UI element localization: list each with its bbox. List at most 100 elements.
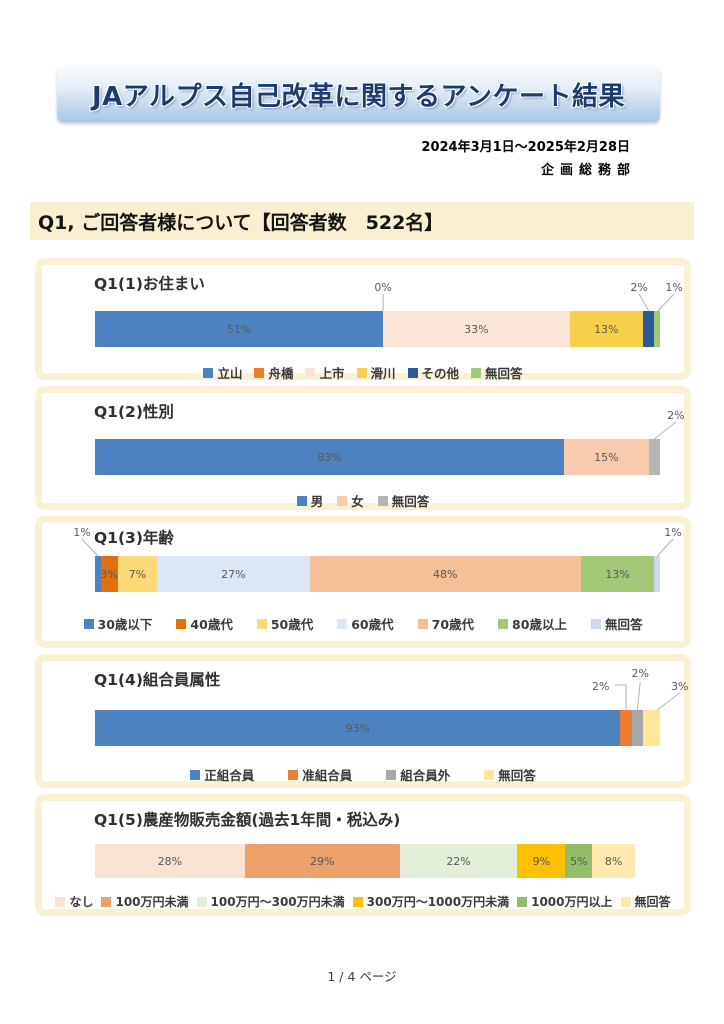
legend-marker [590, 618, 601, 629]
header-meta: 2024年3月1日～2025年2月28日 企画総務部 [421, 136, 630, 178]
legend-label: 70歳代 [431, 617, 475, 632]
bar-segment: 51% [95, 311, 384, 347]
segment-value-label: 13% [594, 322, 619, 336]
legend-label: 正組合員 [204, 768, 255, 783]
legend-item: 女 [337, 491, 364, 510]
legend-label: 30歳以下 [97, 617, 153, 632]
legend-label: 組合員外 [400, 768, 451, 783]
legend-marker [417, 618, 428, 629]
legend-marker [296, 495, 307, 506]
bar-segment [620, 710, 632, 746]
bar-segment [643, 311, 655, 347]
legend-marker [620, 896, 631, 907]
segment-value-label: 28% [157, 854, 183, 868]
segment-value-label: 13% [605, 567, 630, 581]
bar-segment: 28% [95, 844, 245, 878]
legend-label: 上市 [319, 366, 345, 381]
legend-item: 無回答 [471, 363, 523, 382]
chart-bar-block: 2% 83% 15% [95, 409, 685, 475]
legend-label: 舟橋 [268, 366, 294, 381]
legend-marker [101, 896, 112, 907]
stacked-bar: 28% 29% 22% 9% 5% 8% [95, 844, 635, 878]
bar-segment: 93% [95, 710, 621, 746]
chart-legend: 正組合員 准組合員 組合員外 無回答 [42, 765, 684, 784]
legend-marker [288, 769, 299, 780]
legend-label: なし [69, 895, 94, 909]
department-name: 企画総務部 [540, 163, 636, 178]
legend-marker [377, 495, 388, 506]
segment-value-label: 3% [100, 567, 118, 581]
callout-value-label: 1% [73, 526, 91, 539]
segment-value-label: 83% [317, 450, 342, 464]
legend-item: 50歳代 [256, 614, 314, 633]
legend-label: 立山 [217, 366, 243, 381]
legend-item: 70歳代 [417, 614, 475, 633]
legend-item: 組合員外 [386, 765, 450, 784]
legend-label: 100万円未満 [115, 895, 189, 909]
segment-value-label: 7% [128, 567, 147, 581]
chart-title: Q1(5)農産物販売金額(過去1年間・税込み) [94, 811, 401, 829]
legend-label: 無回答 [634, 895, 671, 909]
legend-marker [254, 367, 265, 378]
segment-value-label: 48% [433, 567, 458, 581]
legend-item: 300万円～1000万円未満 [352, 893, 510, 910]
chart-panel: Q1(3)年齢 1% 1% 3% 7% 27% 48% 13% 30歳以下 40歳代 50歳代… [35, 516, 691, 648]
legend-item: 100万円～300万円未満 [196, 893, 345, 910]
legend-label: 1000万円以上 [531, 895, 613, 909]
segment-value-label: 33% [464, 322, 489, 336]
section-heading-text: Q1, ご回答者様について【回答者数 522名】 [38, 211, 444, 234]
legend-item: 無回答 [590, 614, 642, 633]
legend-item: その他 [407, 363, 459, 382]
chart-legend: 立山 舟橋 上市 滑川 その他 無回答 [42, 363, 684, 382]
chart-title: Q1(2)性別 [94, 403, 174, 421]
legend-item: 准組合員 [288, 765, 352, 784]
bar-segment: 8% [592, 844, 635, 878]
bar-segment: 9% [517, 844, 566, 878]
legend-marker [337, 618, 348, 629]
segment-value-label: 29% [309, 854, 335, 868]
stacked-bar: 3% 7% 27% 48% 13% [95, 556, 660, 592]
bar-segment: 22% [399, 844, 518, 878]
legend-item: 舟橋 [254, 363, 293, 382]
bar-segment: 7% [117, 556, 158, 592]
bar-segment: 33% [383, 311, 570, 347]
stacked-bar: 83% 15% [95, 439, 660, 475]
segment-value-label: 22% [446, 854, 471, 868]
legend-item: 60歳代 [337, 614, 394, 633]
legend-item: なし [55, 893, 93, 910]
legend-item: 無回答 [620, 893, 671, 910]
legend-marker [83, 618, 94, 629]
segment-value-label: 15% [594, 450, 619, 464]
chart-title: Q1(4)組合員属性 [94, 671, 221, 689]
legend-marker [337, 495, 348, 506]
bar-segment: 3% [100, 556, 118, 592]
bar-segment [643, 710, 660, 746]
chart-panel: Q1(2)性別 2% 83% 15% 男女無回答 [35, 386, 691, 510]
legend-label: 無回答 [391, 494, 430, 509]
legend-label: 300万円～1000万円未満 [366, 895, 510, 909]
segment-value-label: 8% [604, 854, 623, 868]
legend-marker [407, 367, 418, 378]
legend-marker [356, 367, 367, 378]
legend-item: 滑川 [356, 363, 396, 382]
legend-item: 正組合員 [190, 765, 254, 784]
legend-item: 1000万円以上 [517, 893, 613, 910]
page-footer: 1 / 4 ページ [327, 969, 397, 984]
chart-legend: 男 女 無回答 [42, 491, 684, 510]
legend-label: 80歳以上 [512, 617, 567, 632]
legend-label: 男 [310, 494, 324, 509]
bar-segment [631, 710, 644, 746]
bar-segment: 29% [244, 844, 400, 878]
chart-title: Q1(1)お住まい [94, 275, 205, 293]
legend-label: 女 [351, 494, 364, 509]
legend-marker [484, 769, 495, 780]
legend-item: 上市 [305, 363, 345, 382]
legend-label: 50歳代 [270, 617, 314, 632]
legend-marker [203, 367, 214, 378]
legend-marker [386, 769, 397, 780]
legend-marker [256, 618, 267, 629]
legend-label: 40歳代 [190, 617, 233, 632]
bar-segment [654, 556, 660, 592]
legend-label: 無回答 [485, 366, 523, 381]
legend-marker [55, 896, 66, 907]
